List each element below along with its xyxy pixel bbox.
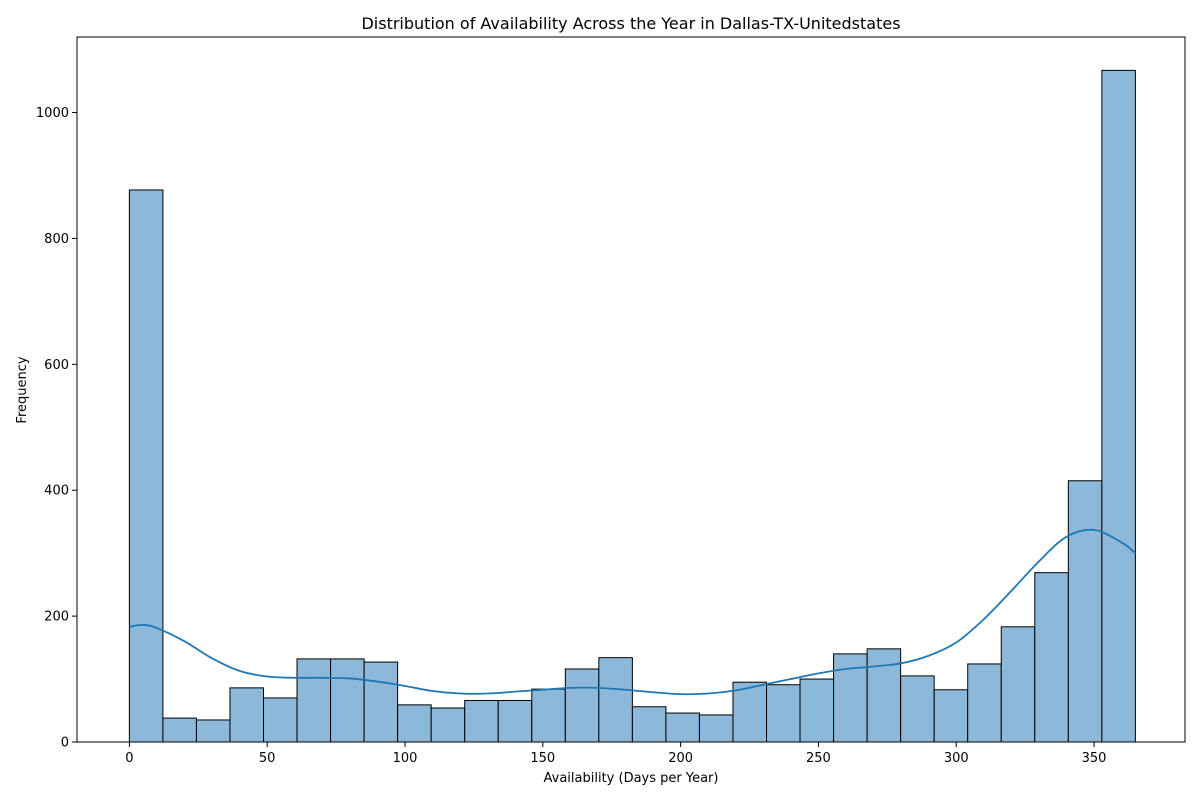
histogram-bar <box>799 678 835 743</box>
y-tick-label: 200 <box>44 610 69 625</box>
x-tick-label: 150 <box>530 751 555 766</box>
histogram-bar <box>497 699 533 743</box>
y-axis-label: Frequency <box>15 356 30 423</box>
x-axis-label: Availability (Days per Year) <box>544 771 719 786</box>
histogram-bar <box>766 684 801 743</box>
histogram-bar <box>598 657 633 743</box>
histogram-bar <box>128 189 164 743</box>
histogram-bar <box>397 704 432 743</box>
histogram-bar <box>363 661 399 743</box>
y-tick-label: 1000 <box>36 106 69 121</box>
histogram-bar <box>229 687 265 743</box>
x-tick-label: 300 <box>944 751 969 766</box>
histogram-bar <box>564 668 600 743</box>
histogram-bar <box>430 707 466 743</box>
y-tick-label: 800 <box>44 232 69 247</box>
x-tick-label: 350 <box>1082 751 1107 766</box>
histogram-bar <box>1067 480 1103 743</box>
histogram-bar <box>1034 572 1069 743</box>
y-axis: 0 200 400 600 800 1000 <box>36 106 77 751</box>
x-tick-label: 50 <box>259 751 276 766</box>
x-tick-label: 100 <box>393 751 418 766</box>
x-tick-label: 200 <box>668 751 693 766</box>
y-tick-label: 400 <box>44 484 69 499</box>
kde-group <box>129 528 1136 696</box>
x-axis: 0 50 100 150 200 250 300 350 <box>125 742 1106 766</box>
y-tick-label: 0 <box>61 736 69 751</box>
histogram-bar <box>665 712 700 743</box>
histogram-bar <box>1000 626 1036 743</box>
y-tick-label: 600 <box>44 358 69 373</box>
histogram-bar <box>967 663 1002 743</box>
plot-frame <box>76 36 1186 743</box>
histogram-bar <box>698 714 734 743</box>
histogram-bar <box>330 658 365 743</box>
histogram-bar <box>631 706 667 743</box>
bars-group <box>128 69 1136 743</box>
x-tick-label: 250 <box>806 751 831 766</box>
chart-title: Distribution of Availability Across the … <box>361 14 900 33</box>
histogram-bar <box>263 697 298 743</box>
histogram-bar <box>900 675 935 743</box>
histogram-bar <box>1101 69 1136 743</box>
histogram-bar <box>195 719 231 743</box>
histogram-bar <box>732 681 768 743</box>
histogram-bar <box>464 699 499 743</box>
histogram-bar <box>933 689 969 743</box>
histogram-bar <box>296 658 332 743</box>
x-tick-label: 0 <box>125 751 133 766</box>
kde-line <box>129 528 1136 696</box>
histogram-bar <box>162 717 197 743</box>
histogram-bar <box>866 648 902 743</box>
histogram-bar <box>531 688 566 743</box>
